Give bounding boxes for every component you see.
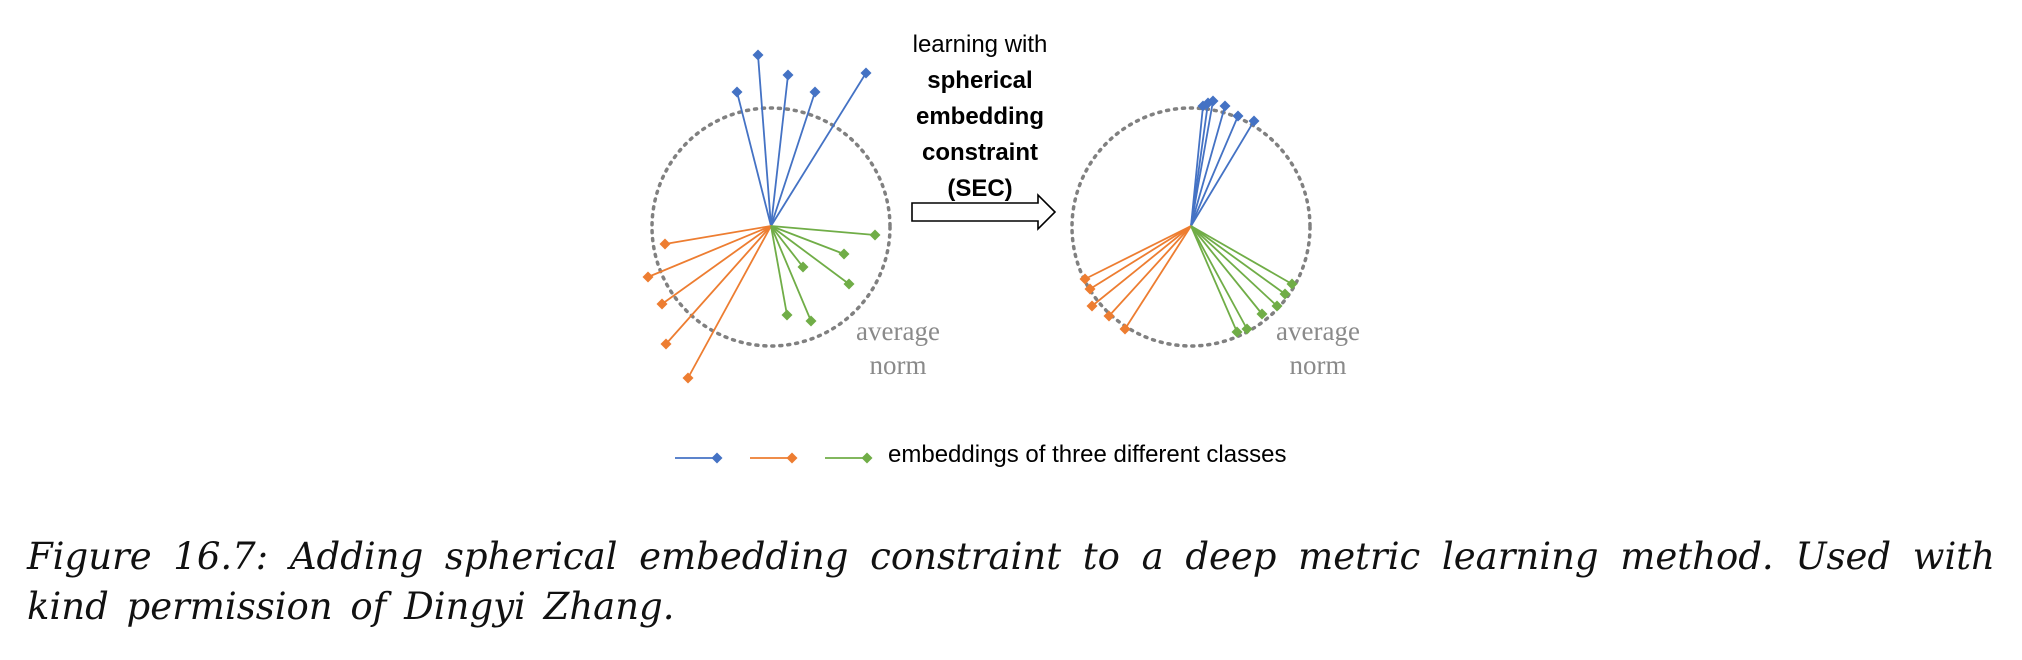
blue-embedding-diamond-marker <box>752 49 764 61</box>
green-embedding-sec-ray <box>1190 225 1238 333</box>
orange-class-embeddings <box>642 225 772 384</box>
legend: embeddings of three different classes <box>675 441 1286 468</box>
orange-embedding-sec-diamond-marker <box>1086 300 1098 312</box>
orange-embedding-sec-diamond-marker <box>1103 310 1115 322</box>
orange-class-embeddings-sec <box>1079 225 1192 335</box>
green-embedding-ray <box>770 225 788 316</box>
arrow-caption-bold-1: spherical <box>927 67 1032 94</box>
blue-embedding-diamond-marker <box>731 86 743 98</box>
green-embedding-diamond-marker <box>805 315 817 327</box>
green-embedding-diamond-marker <box>781 309 793 321</box>
blue-embedding-ray <box>770 91 816 227</box>
orange-embedding-sec-diamond-marker <box>1079 273 1091 285</box>
green-class-embeddings <box>770 225 881 327</box>
blue-embedding-ray <box>736 91 772 227</box>
green-class-embeddings-sec <box>1190 225 1298 338</box>
norm-label: norm <box>870 350 927 380</box>
after-sec-panel: average norm <box>1070 95 1360 380</box>
green-embedding-sec-diamond-marker <box>1231 326 1243 338</box>
green-embedding-sec-ray <box>1190 225 1263 315</box>
blue-embedding-diamond-marker <box>782 69 794 81</box>
green-embedding-diamond-marker <box>843 278 855 290</box>
orange-embedding-diamond-marker <box>659 238 671 250</box>
sec-transition: learning with spherical embedding constr… <box>911 31 1057 231</box>
norm-label-right: norm <box>1290 350 1347 380</box>
arrow-caption-line1: learning with <box>913 31 1048 58</box>
legend-text: embeddings of three different classes <box>888 441 1286 468</box>
orange-embedding-sec-ray <box>1089 225 1192 290</box>
orange-embedding-diamond-marker <box>660 338 672 350</box>
right-arrow-icon <box>911 193 1057 231</box>
green-embedding-diamond-marker <box>869 229 881 241</box>
green-embedding-diamond-marker <box>838 248 850 260</box>
blue-embedding-diamond-marker <box>860 67 872 79</box>
figure-caption: Figure 16.7: Adding spherical embedding … <box>27 535 1995 628</box>
blue-embedding-sec-diamond-marker <box>1207 95 1219 107</box>
green-embedding-ray <box>770 225 812 322</box>
green-embedding-diamond-marker <box>797 261 809 273</box>
figure-diagram: average norm learning with spherical emb… <box>642 31 1360 468</box>
green-embedding-sec-ray <box>1190 225 1293 285</box>
orange-embedding-ray <box>664 225 772 245</box>
green-embedding-sec-ray <box>1190 225 1278 307</box>
orange-embedding-sec-diamond-marker <box>1119 323 1131 335</box>
blue-embedding-ray <box>770 72 867 227</box>
blue-embedding-sec-diamond-marker <box>1248 115 1260 127</box>
legend-orange-diamond-icon <box>786 452 798 464</box>
green-embedding-sec-ray <box>1190 225 1286 295</box>
blue-embedding-sec-diamond-marker <box>1219 100 1231 112</box>
green-embedding-sec-diamond-marker <box>1271 300 1283 312</box>
arrow-caption-bold-3: constraint <box>922 139 1038 166</box>
average-norm-label: average <box>856 316 940 346</box>
green-embedding-sec-diamond-marker <box>1279 288 1291 300</box>
orange-embedding-diamond-marker <box>656 298 668 310</box>
orange-embedding-diamond-marker <box>642 271 654 283</box>
green-embedding-ray <box>770 225 804 268</box>
blue-embedding-sec-diamond-marker <box>1232 110 1244 122</box>
blue-embedding-sec-ray <box>1190 100 1214 227</box>
arrow-caption-bold-2: embedding <box>916 103 1044 130</box>
green-embedding-sec-ray <box>1190 225 1248 330</box>
orange-embedding-ray <box>661 225 772 305</box>
blue-class-embeddings-sec <box>1190 95 1260 227</box>
orange-embedding-ray <box>647 225 772 278</box>
blue-embedding-sec-ray <box>1190 105 1226 227</box>
blue-embedding-sec-ray <box>1190 115 1239 227</box>
green-embedding-sec-diamond-marker <box>1241 323 1253 335</box>
arrow-caption-bold-4: (SEC) <box>947 175 1012 202</box>
orange-embedding-sec-ray <box>1084 225 1192 280</box>
before-sec-panel: average norm <box>642 49 940 384</box>
orange-embedding-sec-ray <box>1108 225 1192 317</box>
orange-embedding-ray <box>687 225 772 379</box>
average-norm-circle <box>650 106 892 348</box>
legend-green-diamond-icon <box>861 452 873 464</box>
green-embedding-sec-diamond-marker <box>1256 308 1268 320</box>
orange-embedding-sec-diamond-marker <box>1084 283 1096 295</box>
legend-blue-diamond-icon <box>711 452 723 464</box>
average-norm-label-right: average <box>1276 316 1360 346</box>
orange-embedding-sec-ray <box>1124 225 1192 330</box>
blue-class-embeddings <box>731 49 872 227</box>
orange-embedding-diamond-marker <box>682 372 694 384</box>
blue-embedding-ray <box>757 54 772 227</box>
green-embedding-ray <box>770 225 876 236</box>
green-embedding-ray <box>770 225 850 285</box>
blue-embedding-sec-ray <box>1190 120 1255 227</box>
blue-embedding-ray <box>770 74 789 227</box>
blue-embedding-diamond-marker <box>809 86 821 98</box>
legend-markers <box>675 452 873 464</box>
green-embedding-sec-diamond-marker <box>1286 278 1298 290</box>
average-norm-circle-right <box>1070 106 1312 348</box>
orange-embedding-ray <box>665 225 772 345</box>
green-embedding-ray <box>770 225 845 255</box>
orange-embedding-sec-ray <box>1091 225 1192 307</box>
